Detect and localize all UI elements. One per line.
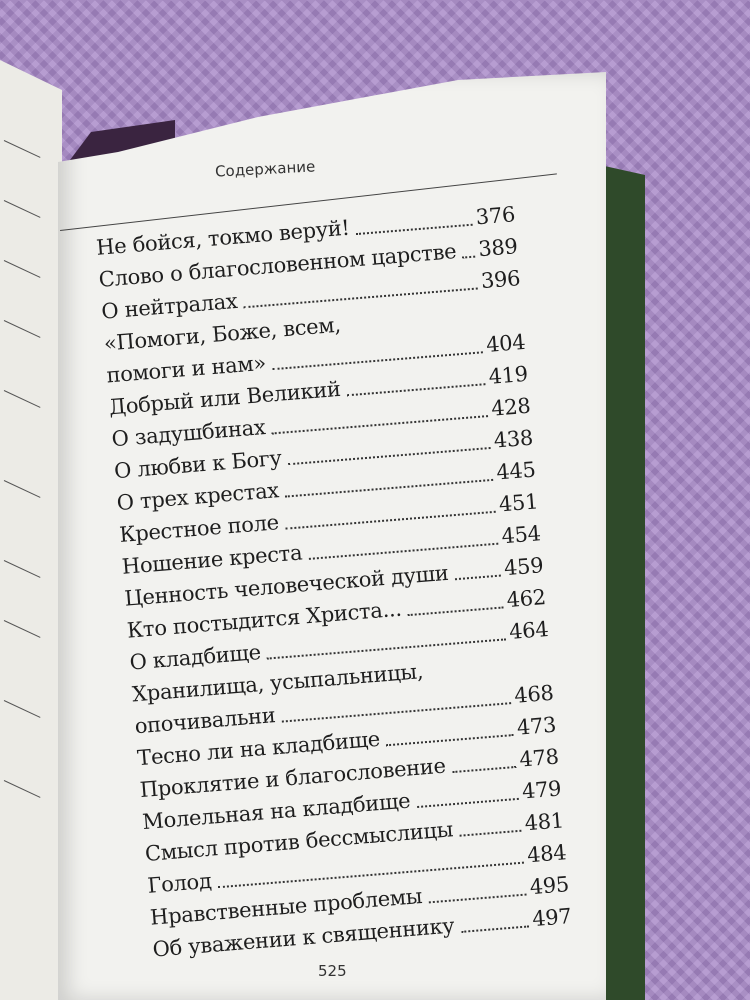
- toc-entry-page: 404: [485, 329, 527, 357]
- toc-entry-page: 451: [498, 489, 539, 517]
- dot-leader: [407, 606, 504, 617]
- toc-entry-page: 468: [513, 680, 555, 708]
- toc-entry-page: 445: [495, 457, 537, 485]
- dot-leader: [459, 829, 522, 837]
- toc-entry-page: 497: [531, 904, 573, 932]
- toc-entry-page: 389: [477, 234, 519, 262]
- toc-entry-page: 481: [523, 808, 565, 836]
- page-number: 525: [318, 962, 347, 980]
- toc-entry-page: 459: [503, 553, 545, 581]
- dot-leader: [451, 765, 517, 774]
- toc-entry-page: 464: [508, 616, 550, 645]
- toc-entry-page: 396: [480, 266, 522, 294]
- table-of-contents: Не бойся, токмо веруй! 376 Слово о благосл…: [95, 198, 573, 965]
- dot-leader: [416, 797, 519, 809]
- toc-entry-page: 479: [521, 776, 563, 804]
- toc-entry-page: 484: [526, 840, 568, 868]
- toc-entry-page: 495: [528, 872, 570, 900]
- toc-entry-page: 473: [515, 712, 557, 740]
- toc-entry-title: Голод: [146, 868, 213, 898]
- left-page: [0, 60, 62, 1000]
- toc-entry-page: 438: [492, 425, 534, 453]
- right-page: [58, 72, 606, 1000]
- toc-entry-page: 428: [490, 393, 532, 421]
- dot-leader: [428, 893, 527, 904]
- toc-entry-page: 478: [518, 744, 560, 772]
- dot-leader: [460, 925, 529, 933]
- dot-leader: [454, 574, 501, 581]
- dot-leader: [386, 734, 514, 747]
- toc-entry-page: 376: [474, 202, 516, 230]
- toc-entry-page: 462: [505, 585, 547, 613]
- toc-entry-page: 419: [487, 361, 529, 389]
- toc-entry-page: 454: [500, 521, 542, 549]
- dot-leader: [462, 255, 476, 259]
- dot-leader: [355, 223, 473, 236]
